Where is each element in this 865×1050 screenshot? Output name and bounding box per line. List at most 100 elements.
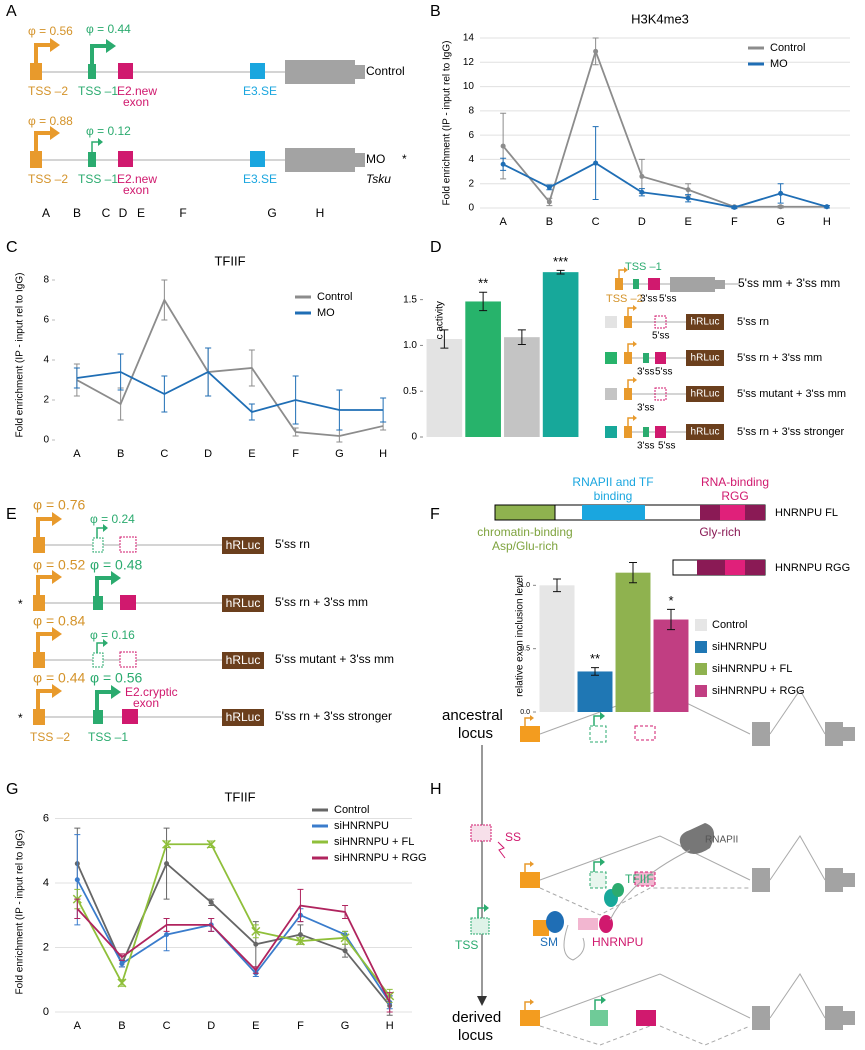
series-line	[76, 862, 391, 1007]
significance: ***	[553, 254, 568, 269]
series-line	[76, 904, 391, 1003]
tss-label: TSS –1	[625, 261, 662, 273]
y-tick-label: 4	[468, 154, 474, 165]
y-tick-label: 1.5	[403, 294, 417, 305]
point	[164, 861, 170, 867]
reporter: hRLuc	[226, 538, 261, 552]
error-bar	[556, 269, 565, 275]
position: D	[119, 206, 128, 220]
x-tick-label: A	[499, 216, 507, 228]
x-tick-label: H	[379, 448, 387, 460]
x-tick-label: C	[163, 1020, 171, 1032]
y-tick-label: 10	[463, 81, 475, 92]
phi: φ = 0.52	[33, 557, 85, 573]
position: G	[267, 206, 276, 220]
ss-label: 3'ss	[637, 441, 654, 452]
error-bar	[629, 562, 637, 584]
point	[117, 978, 127, 988]
tss-label: TSS –1	[78, 84, 118, 98]
panel-letter: F	[430, 506, 440, 523]
bar	[577, 671, 613, 712]
bar	[465, 301, 501, 437]
panel-letter: E	[6, 506, 17, 523]
reporter: hRLuc	[226, 596, 261, 610]
point	[206, 839, 216, 849]
legend-label: siHNRNPU + RGG	[712, 685, 805, 697]
tss-label: TSS –2	[28, 172, 68, 186]
legend-label: Control	[712, 619, 747, 631]
reporter-row: 5'ss hRLuc	[624, 304, 724, 342]
series-line	[76, 370, 384, 413]
construct-label: 5'ss mm + 3'ss mm	[738, 276, 840, 290]
x-tick-label: D	[638, 216, 646, 228]
y-tick-label: 8	[468, 105, 474, 116]
legend-label: MO	[317, 307, 335, 319]
bar	[426, 339, 463, 437]
panel-h: ancestral locus derived locus SS TSS RNA…	[442, 689, 855, 1046]
position: C	[102, 206, 111, 220]
legend-label: MO	[770, 58, 788, 70]
y-tick-label: 0.5	[403, 386, 417, 397]
construct-row: hRLuc φ = 0.52 φ = 0.48 5'ss rn + 3'ss m…	[18, 557, 368, 612]
legend-swatch	[695, 641, 707, 653]
legend-label: 5'ss rn + 3'ss stronger	[737, 426, 845, 438]
legend-swatch	[605, 426, 617, 438]
y-tick-label: 4	[43, 355, 49, 366]
line-chart: H3K4me3 Fold enrichment (IP - input rel t…	[442, 11, 850, 228]
construct-label: HNRNPU FL	[775, 507, 838, 519]
x-tick-label: G	[776, 216, 785, 228]
row-label: 5'ss rn + 3'ss stronger	[275, 709, 392, 723]
ss-label: 5'ss	[652, 331, 669, 342]
x-tick-label: H	[823, 216, 831, 228]
legend-swatch	[605, 316, 617, 328]
reporter: hRLuc	[691, 317, 720, 328]
positions: A B C D E F G H	[42, 206, 324, 220]
protein-label: SM	[540, 935, 558, 949]
x-tick-label: G	[335, 448, 344, 460]
legend-label: siHNRNPU + FL	[712, 663, 792, 675]
bar	[653, 619, 689, 712]
ss-label: 5'ss	[659, 294, 676, 305]
legend-label: 5'ss rn	[737, 316, 769, 328]
point	[685, 187, 691, 193]
construct-row: hRLuc φ = 0.76 φ = 0.24 5'ss rn	[33, 497, 310, 554]
tss-label: TSS	[455, 938, 478, 952]
tss-label: TSS –2	[30, 730, 70, 744]
position: H	[316, 206, 325, 220]
y-tick-label: 1.0	[520, 582, 530, 589]
y-tick-label: 0	[468, 203, 474, 214]
bar-chart: hRLuc / ppLuc activity00.51.01.55'ss rn*…	[403, 254, 846, 443]
point	[74, 877, 80, 883]
reporter-row: 3'ss 5'ss hRLuc	[624, 414, 724, 452]
bar	[615, 572, 651, 712]
point	[342, 948, 348, 954]
series-line	[502, 162, 828, 209]
chart-title: H3K4me3	[631, 11, 689, 26]
position: B	[73, 206, 81, 220]
x-tick-label: A	[74, 1020, 82, 1032]
y-tick-label: 6	[43, 812, 49, 824]
protein-label: TFIIF	[625, 872, 654, 886]
ss-label: 3'ss	[637, 403, 654, 414]
domain-label: Asp/Glu-rich	[492, 539, 558, 553]
domain-label: RNAPII and TF	[572, 475, 653, 489]
y-tick-label: 0.5	[520, 646, 530, 653]
domain-label: RGG	[721, 489, 748, 503]
point	[639, 189, 645, 195]
bar	[504, 337, 540, 437]
row-label: 5'ss mutant + 3'ss mm	[275, 652, 394, 666]
x-tick-label: B	[118, 1020, 125, 1032]
y-tick-label: 14	[463, 33, 475, 44]
position: A	[42, 206, 50, 220]
point	[208, 899, 214, 905]
domain-label: chromatin-binding	[477, 525, 572, 539]
construct-label: HNRNPU RGG	[775, 562, 850, 574]
legend-swatch	[695, 685, 707, 697]
panel-d-diagram: TSS –1 TSS –2 3'ss 5'ss 5'ss mm + 3'ss m…	[606, 261, 840, 452]
y-tick-label: 0	[43, 1006, 49, 1018]
row-label: 5'ss rn	[275, 537, 310, 551]
legend-swatch	[695, 663, 707, 675]
point	[778, 204, 784, 210]
line-chart: TFIIF Fold enrichment (IP - input rel to …	[15, 253, 388, 459]
significance: **	[478, 276, 488, 291]
